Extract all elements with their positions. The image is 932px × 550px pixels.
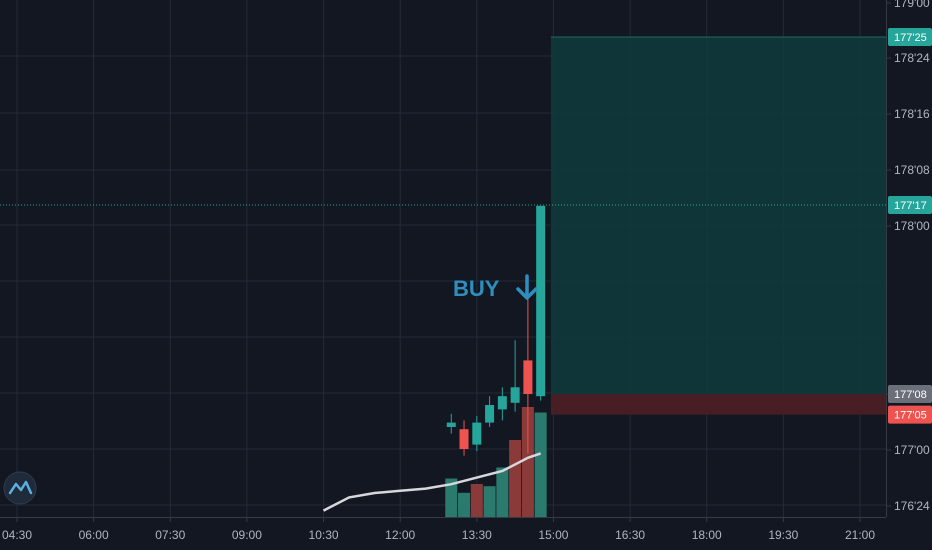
price-tick-label: 178'00	[894, 219, 930, 233]
volume-bar	[483, 486, 496, 517]
volume-bar	[509, 440, 522, 517]
volume-bars	[445, 407, 547, 517]
candlesticks	[446, 205, 546, 456]
buy-annotation: BUY	[453, 274, 538, 301]
candle-body	[485, 405, 495, 423]
arrow-down-icon	[516, 274, 538, 300]
time-tick-label: 13:30	[462, 528, 492, 542]
volume-bar	[470, 484, 483, 517]
svg-text:177'05: 177'05	[894, 410, 927, 422]
volume-bar	[496, 467, 509, 517]
time-tick-label: 04:30	[2, 528, 32, 542]
candle-body	[510, 387, 520, 403]
time-axis-bg	[0, 517, 932, 550]
candle-body	[523, 360, 533, 394]
time-axis[interactable]: 04:30 06:00 07:30 09:00 10:30 12:00 13:30 15:00…	[0, 517, 932, 550]
long-position-box[interactable]	[550, 36, 886, 415]
candle-body	[472, 422, 482, 445]
buy-label: BUY	[453, 276, 500, 301]
loss-zone[interactable]	[550, 394, 886, 415]
price-tick-label: 176'24	[894, 499, 930, 513]
price-tick-label: 177'00	[894, 443, 930, 457]
price-tick-label: 178'08	[894, 163, 930, 177]
time-tick-label: 18:00	[692, 528, 722, 542]
tradingview-logo[interactable]	[3, 471, 37, 505]
price-tick-label: 178'24	[894, 51, 930, 65]
time-tick-label: 21:00	[845, 528, 875, 542]
profit-zone[interactable]	[550, 37, 886, 394]
price-tag: 177'05	[888, 405, 932, 424]
price-axis[interactable]: 176'24 177'00 177'08 178'00 178'08 178'16 178'…	[886, 0, 932, 550]
candle-body	[536, 205, 546, 397]
price-tick-label: 178'16	[894, 107, 930, 121]
price-tag: 177'25	[888, 28, 932, 46]
candle-body	[497, 396, 507, 410]
candle-body	[446, 422, 456, 427]
time-tick-label: 12:00	[385, 528, 415, 542]
candle-body	[459, 429, 469, 449]
volume-bar	[521, 407, 534, 517]
moving-average	[322, 452, 542, 512]
time-tick-label: 10:30	[309, 528, 339, 542]
volume-bar	[445, 478, 458, 517]
time-tick-label: 07:30	[155, 528, 185, 542]
volume-bar	[458, 492, 471, 517]
price-tick-label: 179'00	[894, 0, 930, 10]
time-tick-label: 09:00	[232, 528, 262, 542]
svg-text:177'25: 177'25	[894, 32, 927, 44]
time-tick-label: 06:00	[79, 528, 109, 542]
price-tag: 177'17	[888, 196, 932, 214]
moving-average-line	[322, 452, 542, 512]
volume-bar	[534, 412, 547, 517]
svg-text:177'17: 177'17	[894, 200, 927, 212]
price-tag: 177'08	[888, 385, 932, 403]
price-tags: 177'25 177'17 177'08 177'05	[888, 28, 932, 424]
time-tick-label: 15:00	[538, 528, 568, 542]
time-tick-label: 19:30	[768, 528, 798, 542]
price-axis-bg	[886, 0, 932, 550]
time-tick-label: 16:30	[615, 528, 645, 542]
svg-text:177'08: 177'08	[894, 389, 927, 401]
